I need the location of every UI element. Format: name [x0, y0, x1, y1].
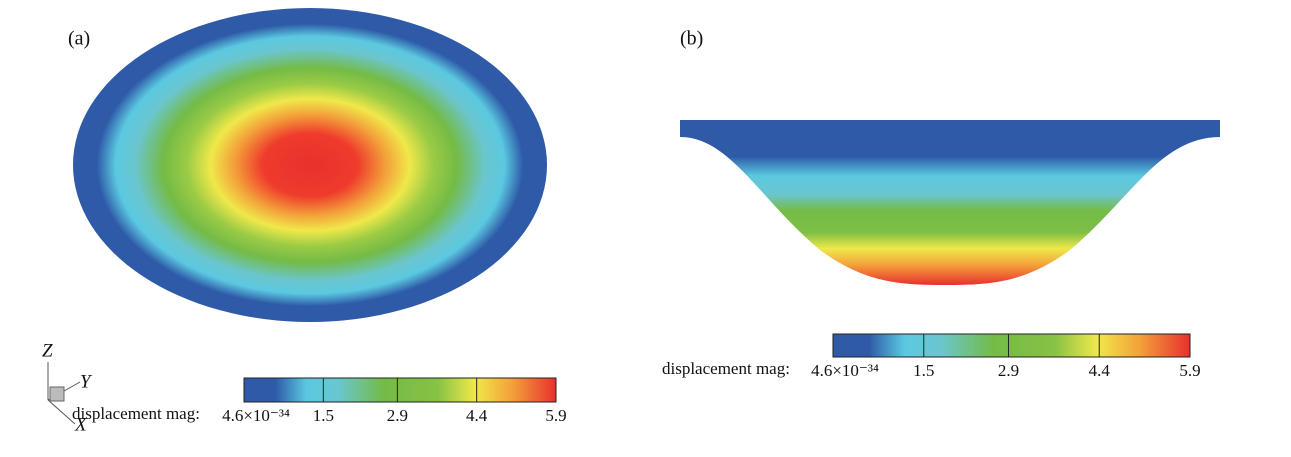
colorbar-tick-label: 1.5 [913, 361, 934, 380]
colorbar-tick-label: 4.4 [466, 406, 488, 425]
section-result [680, 120, 1220, 285]
colorbar-tick-label: 5.9 [545, 406, 566, 425]
axis-label: Z [42, 340, 53, 361]
colorbar-tick-label: 4.4 [1089, 361, 1111, 380]
panel-label: (b) [680, 28, 703, 50]
disk-result [73, 8, 547, 322]
figure: (a) (b) Z Y X displacement mag:4.6×10⁻³⁴… [0, 0, 1291, 457]
colorbar-tick-label: 5.9 [1179, 361, 1200, 380]
colorbar-tick-label: 4.6×10⁻³⁴ [222, 406, 290, 425]
colorbar-tick-label: 1.5 [313, 406, 334, 425]
colorbar [244, 378, 556, 402]
colorbar-title: displacement mag: [662, 359, 790, 378]
colorbar-tick-label: 2.9 [387, 406, 408, 425]
colorbar-title: displacement mag: [72, 404, 200, 423]
colorbar [833, 334, 1190, 357]
panel-label: (a) [68, 28, 90, 50]
colorbar-tick-label: 4.6×10⁻³⁴ [811, 361, 879, 380]
colorbar-tick-label: 2.9 [998, 361, 1019, 380]
axis-label: Y [80, 371, 93, 392]
